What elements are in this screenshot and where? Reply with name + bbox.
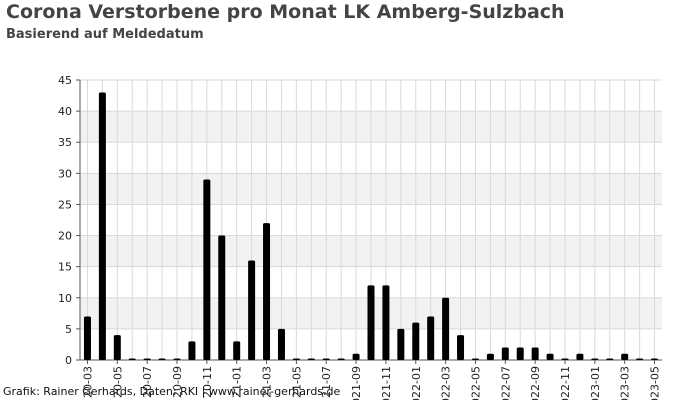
y-tick-labels: 0 5 10 15 20 25 30 35 40 45 [58,74,72,367]
bar-2021-08 [337,358,345,360]
bar-2020-09 [173,358,181,360]
x-tick-label: 2022-03 [440,366,453,400]
y-tick-label: 35 [58,136,72,149]
bar-2023-02 [606,358,614,360]
x-tick-label: 2021-11 [380,366,393,400]
x-tick-label: 2023-03 [619,366,632,400]
bar-2021-12 [397,328,405,360]
x-tick-label: 2022-07 [499,366,512,400]
x-tick-label: 20-09 [171,366,184,398]
chart-subtitle: Basierend auf Meldedatum [6,27,204,42]
bar-2020-08 [158,358,166,360]
x-tick-labels: 20-03 20-05 20-07 20-09 20-11 21-01 21-03 21-05… [81,366,661,400]
x-tick-label: 20-11 [201,366,214,398]
bar-2022-07 [501,347,509,360]
bar-2023-04 [636,358,644,360]
bar-2022-06 [486,353,494,360]
x-tick-label: 20-07 [141,366,154,398]
bar-2022-02 [427,316,435,360]
bar-2020-12 [218,235,226,360]
bar-2020-10 [188,341,196,360]
bar-2021-03 [263,223,271,360]
y-tick-label: 5 [65,323,72,336]
y-tick-label: 10 [58,292,72,305]
y-tick-label: 40 [58,105,72,118]
bar-2022-04 [457,335,465,360]
y-tick-label: 0 [65,354,72,367]
bar-2020-11 [203,179,211,360]
bar-2022-10 [546,353,554,360]
bar-2021-05 [292,358,300,360]
bar-2022-12 [576,353,584,360]
x-tick-label: 20-03 [81,366,94,398]
bar-2022-05 [471,358,479,360]
bar-2021-11 [382,285,390,360]
bar-2021-10 [367,285,375,360]
bar-2020-03 [83,316,91,360]
bar-2021-01 [233,341,241,360]
bar-2021-02 [248,260,256,360]
x-tick-label: 2022-11 [559,366,572,400]
bar-2023-03 [621,353,629,360]
x-tick-label: 2022-05 [469,366,482,400]
bar-2022-08 [516,347,524,360]
bar-2022-09 [531,347,539,360]
x-tick-label: 2022-09 [529,366,542,400]
bar-2022-03 [442,297,450,360]
x-tick-label: 2023-01 [589,366,602,400]
y-tick-label: 30 [58,167,72,180]
x-tick-label: 20-05 [111,366,124,398]
x-tick-label: 21-03 [261,366,274,398]
bar-2023-05 [651,358,659,360]
bar-2022-01 [412,322,420,360]
x-tick-label: 21-01 [231,366,244,398]
bars [83,92,659,360]
x-tick-label: 2021-09 [350,366,363,400]
x-tick-label: 2022-01 [410,366,423,400]
bar-2020-05 [113,335,121,360]
y-tick-label: 25 [58,198,72,211]
bar-2020-07 [143,358,151,360]
y-tick-label: 45 [58,74,72,87]
source-credit: Grafik: Rainer Gerhards, Daten: RKI | ww… [3,385,341,398]
bar-2021-09 [352,353,360,360]
grid-lines [80,79,662,361]
bar-2023-01 [591,358,599,360]
bar-2022-11 [561,358,569,360]
x-tick-label: 21-05 [290,366,303,398]
bar-2020-06 [128,358,136,360]
bar-2021-06 [307,358,315,360]
x-tick-label: 2023-05 [649,366,662,400]
x-tick-label: 21-07 [320,366,333,398]
y-tick-label: 15 [58,261,72,274]
bar-2021-04 [277,328,285,360]
bar-2021-07 [322,358,330,360]
chart-title: Corona Verstorbene pro Monat LK Amberg-S… [6,1,565,23]
y-tick-label: 20 [58,230,72,243]
bar-2020-04 [98,92,106,360]
